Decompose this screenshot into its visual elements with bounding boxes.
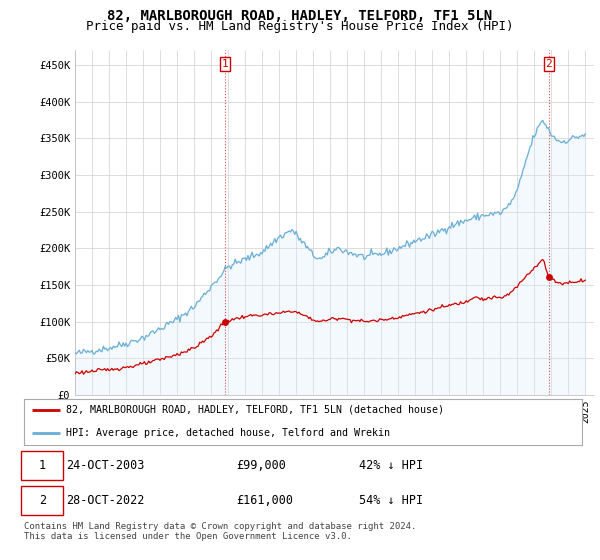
Text: Price paid vs. HM Land Registry's House Price Index (HPI): Price paid vs. HM Land Registry's House … [86, 20, 514, 32]
Text: 54% ↓ HPI: 54% ↓ HPI [359, 494, 423, 507]
Text: 2: 2 [39, 494, 46, 507]
Text: 1: 1 [221, 59, 228, 69]
Text: HPI: Average price, detached house, Telford and Wrekin: HPI: Average price, detached house, Telf… [66, 428, 390, 438]
Text: 82, MARLBOROUGH ROAD, HADLEY, TELFORD, TF1 5LN: 82, MARLBOROUGH ROAD, HADLEY, TELFORD, T… [107, 9, 493, 23]
Text: £99,000: £99,000 [236, 459, 286, 472]
Text: 28-OCT-2022: 28-OCT-2022 [66, 494, 144, 507]
Text: Contains HM Land Registry data © Crown copyright and database right 2024.
This d: Contains HM Land Registry data © Crown c… [24, 522, 416, 542]
FancyBboxPatch shape [21, 487, 63, 515]
Text: 1: 1 [39, 459, 46, 472]
Text: 24-OCT-2003: 24-OCT-2003 [66, 459, 144, 472]
FancyBboxPatch shape [21, 451, 63, 479]
Text: 2: 2 [545, 59, 552, 69]
Text: 82, MARLBOROUGH ROAD, HADLEY, TELFORD, TF1 5LN (detached house): 82, MARLBOROUGH ROAD, HADLEY, TELFORD, T… [66, 405, 444, 415]
Text: 42% ↓ HPI: 42% ↓ HPI [359, 459, 423, 472]
Text: £161,000: £161,000 [236, 494, 293, 507]
